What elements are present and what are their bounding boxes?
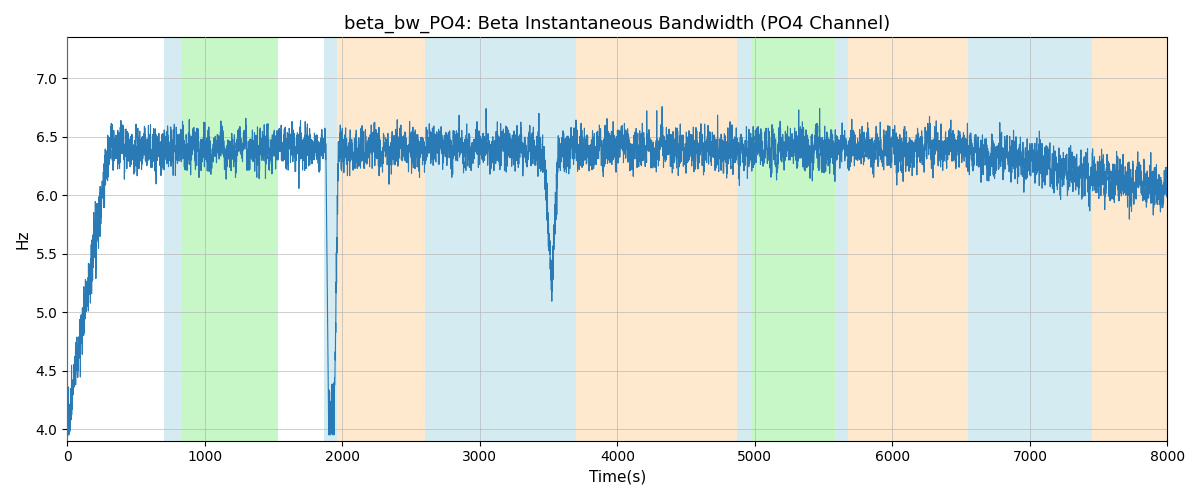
Bar (848, 38, 968, 440)
Bar (835, 38, 848, 440)
Bar (752, 38, 835, 440)
Bar (425, 38, 443, 440)
Bar (443, 38, 576, 440)
Bar (1092, 38, 1168, 440)
Bar (737, 38, 752, 440)
Y-axis label: Hz: Hz (16, 230, 30, 249)
Bar (576, 38, 737, 440)
Bar (163, 38, 181, 440)
X-axis label: Time(s): Time(s) (589, 470, 646, 485)
Bar (337, 38, 425, 440)
Bar (181, 38, 277, 440)
Bar (968, 38, 1092, 440)
Title: beta_bw_PO4: Beta Instantaneous Bandwidth (PO4 Channel): beta_bw_PO4: Beta Instantaneous Bandwidt… (344, 15, 890, 34)
Bar (324, 38, 337, 440)
